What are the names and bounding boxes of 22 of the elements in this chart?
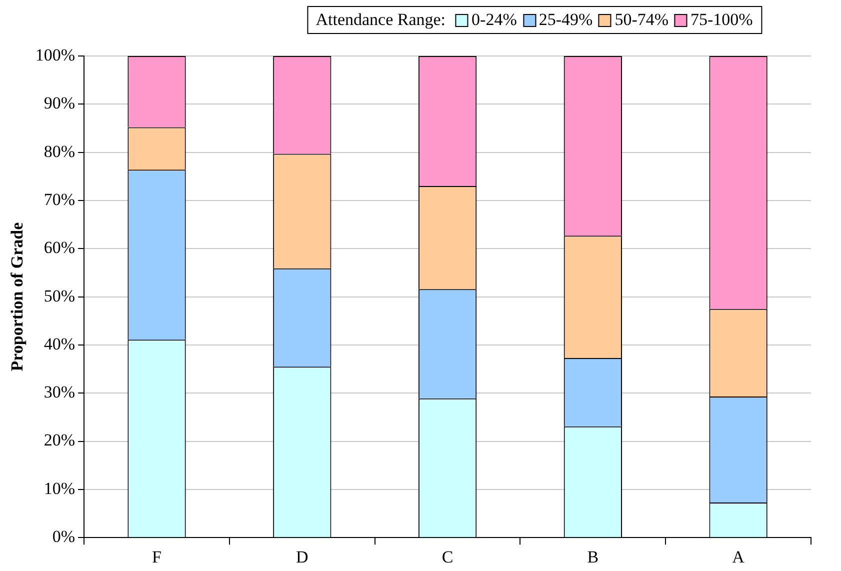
x-tick-label: F <box>152 547 162 566</box>
y-tick-label: 0% <box>52 527 76 546</box>
x-tick-label: A <box>732 547 746 566</box>
x-tick-label: D <box>296 547 308 566</box>
y-tick-label: 100% <box>35 45 76 64</box>
y-tick-label: 80% <box>44 142 76 161</box>
y-axis-title: Proportion of Grade <box>8 222 27 372</box>
y-tick-label: 70% <box>44 190 76 209</box>
y-tick-label: 20% <box>44 430 76 450</box>
legend-title: Attendance Range: <box>316 10 446 30</box>
y-tick-label: 60% <box>44 238 76 258</box>
y-tick-label: 40% <box>44 334 76 354</box>
legend-label: 75-100% <box>690 10 753 30</box>
legend-label: 50-74% <box>614 10 669 30</box>
x-tick-label: C <box>442 547 454 566</box>
y-tick-label: 90% <box>44 94 76 113</box>
x-tick-label: B <box>587 547 599 566</box>
y-tick-label: 50% <box>44 286 76 306</box>
legend-label: 25-49% <box>538 10 593 30</box>
y-tick-label: 10% <box>44 478 76 498</box>
y-tick-label: 30% <box>44 382 76 402</box>
legend-label: 0-24% <box>472 10 517 30</box>
